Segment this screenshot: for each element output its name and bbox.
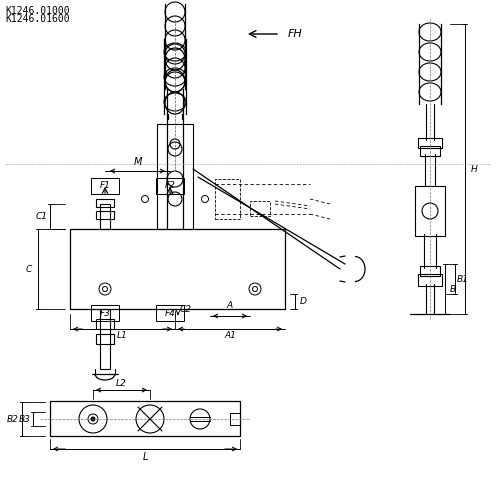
Text: L: L xyxy=(142,452,148,462)
Bar xyxy=(96,319,114,329)
Text: M: M xyxy=(134,157,141,167)
Text: F2: F2 xyxy=(164,182,175,191)
Bar xyxy=(415,186,445,236)
Bar xyxy=(50,401,240,436)
Text: C: C xyxy=(26,264,32,273)
Bar xyxy=(96,334,114,344)
Bar xyxy=(215,179,240,219)
Bar xyxy=(157,124,193,229)
Text: A1: A1 xyxy=(224,332,236,341)
Text: D: D xyxy=(300,297,306,306)
Bar xyxy=(418,274,442,286)
Text: F4: F4 xyxy=(164,308,175,318)
Circle shape xyxy=(91,417,95,421)
Text: L1: L1 xyxy=(117,332,128,341)
Bar xyxy=(96,211,114,219)
Bar xyxy=(70,229,285,309)
Text: K1246.01000: K1246.01000 xyxy=(5,6,70,16)
Bar xyxy=(420,146,440,156)
Text: B2: B2 xyxy=(7,414,19,424)
Bar xyxy=(420,266,440,276)
Bar xyxy=(91,305,119,321)
Text: F1: F1 xyxy=(100,182,110,191)
Text: C1: C1 xyxy=(36,212,48,221)
Text: B3: B3 xyxy=(19,414,31,424)
Bar xyxy=(230,413,240,425)
Text: F3: F3 xyxy=(100,308,110,318)
Bar xyxy=(100,204,110,229)
Bar xyxy=(418,138,442,148)
Text: B: B xyxy=(450,285,456,293)
Text: K1246.01600: K1246.01600 xyxy=(5,14,70,24)
Text: FH: FH xyxy=(288,29,303,39)
Text: H: H xyxy=(470,165,478,173)
Text: C2: C2 xyxy=(180,305,192,315)
Text: A: A xyxy=(227,301,233,310)
Bar xyxy=(156,178,184,194)
Bar xyxy=(250,201,270,216)
Bar xyxy=(156,305,184,321)
Bar xyxy=(100,309,110,369)
Bar xyxy=(91,178,119,194)
Text: B1: B1 xyxy=(457,274,469,284)
Bar xyxy=(96,199,114,207)
Text: L2: L2 xyxy=(116,378,127,388)
